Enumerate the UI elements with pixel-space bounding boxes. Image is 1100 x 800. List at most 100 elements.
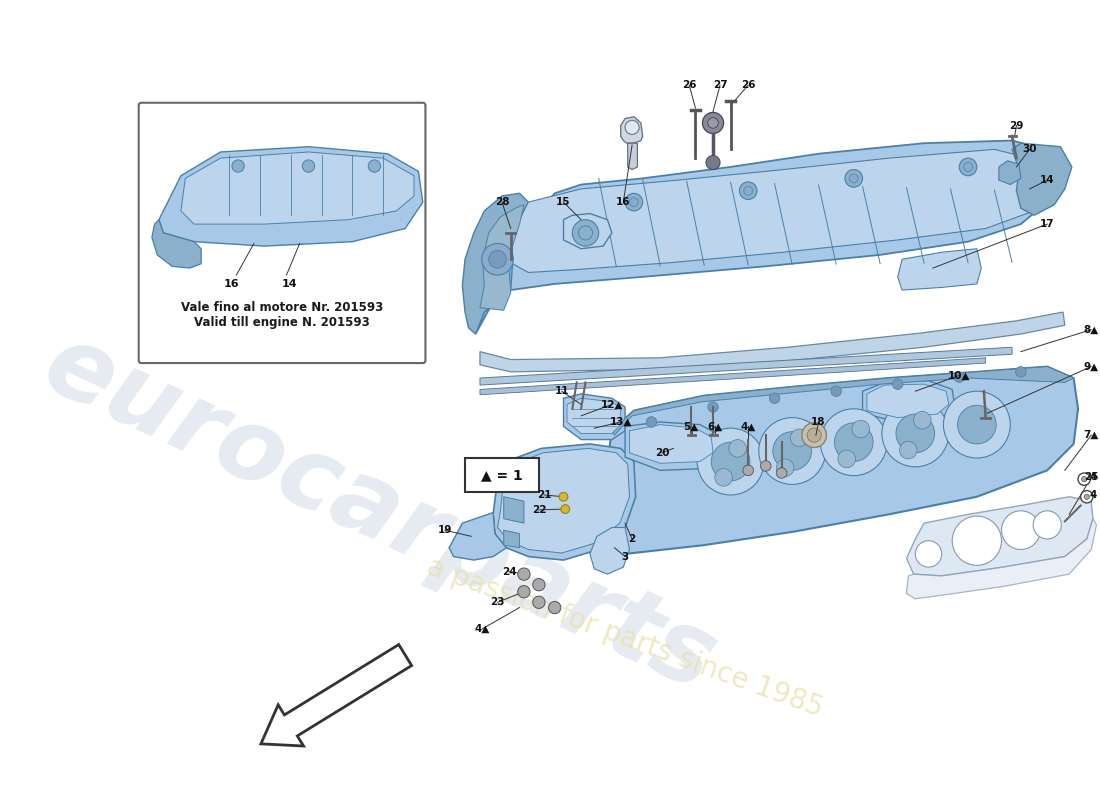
Polygon shape — [497, 448, 629, 553]
Circle shape — [944, 391, 1010, 458]
Polygon shape — [563, 394, 625, 439]
Circle shape — [729, 439, 747, 457]
Circle shape — [892, 379, 903, 390]
Text: 4▲: 4▲ — [475, 624, 491, 634]
Text: 26: 26 — [682, 80, 696, 90]
Circle shape — [896, 414, 935, 453]
Text: 21: 21 — [537, 490, 551, 500]
Circle shape — [625, 194, 642, 211]
Circle shape — [821, 409, 888, 476]
Circle shape — [957, 406, 997, 444]
Circle shape — [913, 411, 931, 429]
Circle shape — [532, 578, 544, 591]
Polygon shape — [462, 194, 528, 334]
Circle shape — [579, 226, 593, 240]
Text: 26: 26 — [741, 80, 756, 90]
Text: 13▲: 13▲ — [609, 417, 631, 427]
Circle shape — [791, 429, 808, 446]
Circle shape — [777, 468, 786, 478]
Circle shape — [802, 423, 826, 447]
Polygon shape — [1012, 143, 1071, 215]
Text: 18: 18 — [812, 417, 826, 427]
Circle shape — [835, 423, 873, 462]
Text: Valid till engine N. 201593: Valid till engine N. 201593 — [195, 316, 370, 329]
Circle shape — [703, 113, 724, 134]
Circle shape — [959, 158, 977, 176]
Text: Vale fino al motore Nr. 201593: Vale fino al motore Nr. 201593 — [180, 301, 383, 314]
Polygon shape — [504, 497, 524, 523]
Text: 11: 11 — [554, 386, 569, 396]
Text: 4▲: 4▲ — [740, 422, 756, 431]
Polygon shape — [475, 141, 1065, 334]
Circle shape — [572, 220, 598, 246]
Polygon shape — [480, 205, 524, 310]
Text: 19: 19 — [438, 525, 452, 535]
Circle shape — [712, 442, 750, 481]
Circle shape — [882, 400, 948, 467]
Polygon shape — [509, 150, 1054, 273]
Circle shape — [953, 516, 1001, 566]
Polygon shape — [625, 422, 722, 470]
Circle shape — [706, 155, 721, 170]
Circle shape — [915, 541, 942, 567]
Circle shape — [1015, 366, 1026, 377]
Circle shape — [845, 170, 862, 187]
Circle shape — [561, 505, 570, 514]
Circle shape — [629, 198, 638, 206]
Polygon shape — [493, 444, 636, 560]
Circle shape — [739, 182, 757, 199]
Circle shape — [849, 174, 858, 182]
Circle shape — [807, 428, 822, 442]
Text: 28: 28 — [495, 197, 509, 207]
Text: 22: 22 — [531, 505, 546, 515]
Text: 17: 17 — [1040, 219, 1055, 229]
Polygon shape — [590, 527, 629, 574]
Circle shape — [769, 393, 780, 403]
Polygon shape — [449, 513, 506, 560]
Circle shape — [830, 386, 842, 397]
Circle shape — [1081, 477, 1087, 482]
Polygon shape — [628, 143, 637, 170]
Circle shape — [742, 465, 754, 476]
Text: 10▲: 10▲ — [948, 370, 970, 380]
Text: 14: 14 — [1040, 175, 1055, 185]
Circle shape — [518, 586, 530, 598]
Circle shape — [707, 402, 718, 412]
Polygon shape — [563, 214, 612, 249]
Circle shape — [549, 602, 561, 614]
Circle shape — [744, 186, 752, 195]
Circle shape — [1001, 511, 1041, 550]
Circle shape — [715, 469, 733, 486]
Circle shape — [1078, 473, 1090, 486]
Circle shape — [1080, 490, 1093, 503]
Circle shape — [646, 417, 657, 427]
Text: 14: 14 — [282, 279, 297, 289]
Polygon shape — [594, 366, 1078, 554]
Text: 8▲: 8▲ — [1084, 325, 1099, 334]
Circle shape — [838, 450, 856, 468]
Text: 24: 24 — [502, 566, 516, 577]
Polygon shape — [158, 146, 422, 246]
Text: 16: 16 — [224, 279, 240, 289]
Circle shape — [482, 243, 514, 275]
Text: ▲ = 1: ▲ = 1 — [481, 469, 522, 482]
FancyArrow shape — [261, 645, 411, 746]
Polygon shape — [620, 117, 642, 143]
Circle shape — [625, 120, 639, 134]
Polygon shape — [180, 152, 414, 224]
Polygon shape — [867, 384, 948, 418]
Text: 25: 25 — [1084, 472, 1099, 482]
Circle shape — [707, 118, 718, 128]
Circle shape — [954, 372, 965, 382]
Circle shape — [759, 418, 826, 485]
Polygon shape — [594, 462, 615, 550]
Polygon shape — [504, 530, 519, 548]
Text: 30: 30 — [1022, 144, 1037, 154]
Circle shape — [302, 160, 315, 172]
Circle shape — [760, 461, 771, 471]
Circle shape — [488, 250, 506, 268]
Text: 7▲: 7▲ — [1084, 430, 1099, 440]
Circle shape — [532, 596, 544, 609]
Circle shape — [518, 568, 530, 580]
Polygon shape — [999, 161, 1021, 185]
